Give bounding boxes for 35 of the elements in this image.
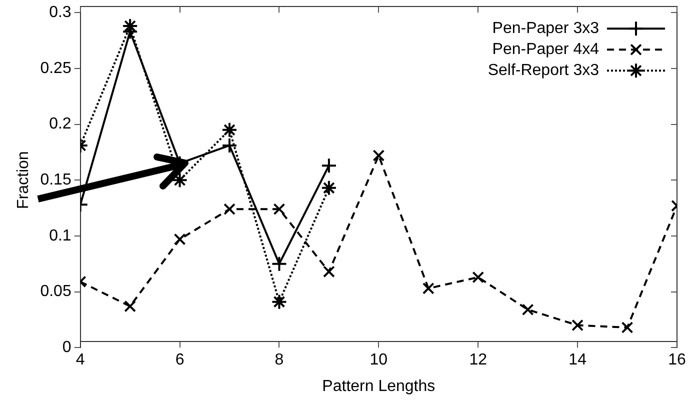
x-tick-label: 14: [568, 352, 587, 369]
x-tick-label: 4: [76, 352, 85, 369]
point: [172, 172, 188, 188]
point: [271, 294, 288, 310]
point: [621, 322, 634, 334]
point: [422, 282, 434, 294]
point: [572, 319, 584, 332]
y-tick-label: 0.1: [49, 227, 72, 244]
x-tick-label: 16: [668, 352, 686, 369]
point: [472, 271, 484, 284]
x-axis-title: Pattern Lengths: [322, 378, 436, 395]
y-axis-title: Fraction: [15, 151, 32, 209]
y-tick-label: 0.25: [40, 60, 72, 77]
y-tick-label: 0.05: [40, 283, 72, 300]
point: [124, 300, 136, 312]
legend-label: Pen-Paper 3x3: [492, 20, 600, 38]
x-tick-label: 12: [469, 352, 488, 369]
point: [522, 304, 534, 316]
point: [222, 122, 238, 138]
x-tick-label: 6: [175, 352, 184, 369]
legend-label: Pen-Paper 4x4: [492, 41, 600, 58]
legend-label: Self-Report 3x3: [488, 62, 600, 80]
y-tick-label: 0.3: [49, 4, 72, 22]
point: [372, 150, 385, 162]
point: [273, 203, 286, 216]
x-tick-label: 8: [274, 352, 284, 369]
point: [323, 266, 335, 278]
point: [320, 180, 337, 196]
y-tick-label: 0.2: [49, 116, 72, 133]
y-tick-label: 0.15: [40, 172, 72, 189]
x-tick-label: 10: [370, 352, 388, 369]
point: [320, 158, 337, 174]
point: [224, 203, 236, 216]
point: [174, 233, 186, 246]
y-tick-label: 0: [62, 339, 72, 356]
